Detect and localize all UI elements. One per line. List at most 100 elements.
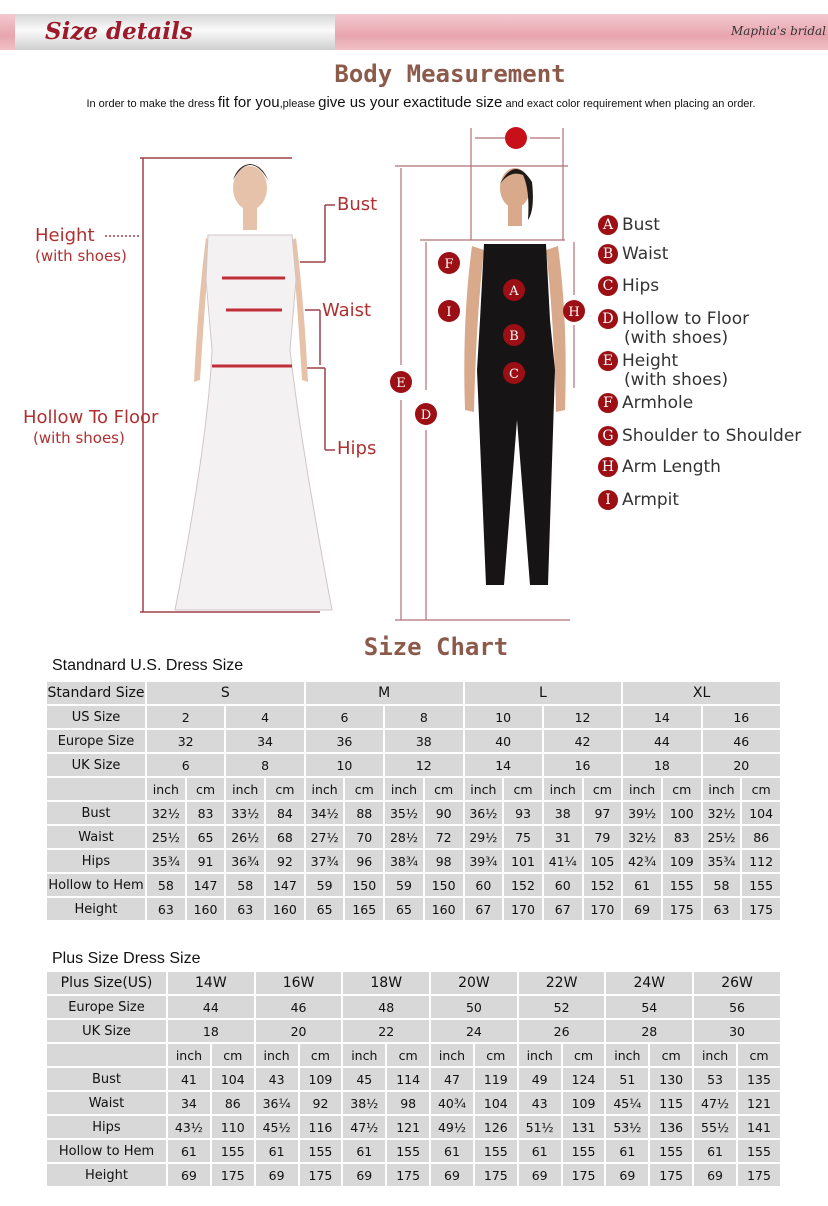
- header-row: Plus Size(US) 14W 16W 18W 20W 22W 24W 26W: [47, 972, 780, 994]
- value-cell: 155: [742, 874, 780, 896]
- row-label: Hollow to Hem: [47, 874, 145, 896]
- value-cell: 61: [694, 1140, 736, 1162]
- value-cell: 43½: [168, 1116, 210, 1138]
- value-cell: 175: [650, 1164, 693, 1186]
- value-cell: 115: [650, 1092, 693, 1114]
- value-cell: 105: [583, 850, 622, 872]
- value-cell: 69: [606, 1164, 649, 1186]
- brand-logo: Maphia's bridal: [730, 24, 826, 38]
- value-cell: 47½: [343, 1116, 386, 1138]
- size-cell: 16: [543, 754, 622, 776]
- size-cell: 44: [623, 730, 701, 752]
- size-cell: 22: [343, 1020, 430, 1042]
- body-measurement-title: Body Measurement: [334, 60, 566, 88]
- legend-marker-icon: C: [598, 276, 618, 296]
- unit-cm: cm: [504, 778, 542, 800]
- row-label: Hips: [47, 1116, 166, 1138]
- value-cell: 42¾: [623, 850, 661, 872]
- value-cell: 63: [226, 898, 265, 920]
- size-cell: 52: [518, 996, 605, 1018]
- size-row: Europe Size 44 46 48 50 52 54 56: [47, 996, 780, 1018]
- size-cell: 30: [694, 1020, 780, 1042]
- value-cell: 170: [504, 898, 542, 920]
- value-cell: 124: [562, 1068, 605, 1090]
- measurement-row: Hips 35¾ 91 36¾ 92 37¾ 96 38¾ 98 39¾ 101 41¼ 105 42¾ 1…: [47, 850, 780, 872]
- size-cell: 18: [168, 1020, 254, 1042]
- marker-b: B: [509, 329, 519, 344]
- value-cell: 155: [299, 1140, 342, 1162]
- intro-part: ,please: [279, 98, 319, 110]
- value-cell: 69: [168, 1164, 210, 1186]
- unit-inch: inch: [343, 1044, 386, 1066]
- value-cell: 47: [431, 1068, 473, 1090]
- value-cell: 61: [606, 1140, 649, 1162]
- value-cell: 49: [518, 1068, 561, 1090]
- header-row: Standard Size S M L XL: [47, 682, 780, 704]
- value-cell: 61: [168, 1140, 210, 1162]
- unit-inch: inch: [385, 778, 423, 800]
- measurement-row: Hollow to Hem 58 147 58 147 59 150 59 150 60 152 60…: [47, 874, 780, 896]
- unit-cm: cm: [345, 778, 384, 800]
- measurement-row: Height 69 175 69 175 69 175 69 175 69 175 69 175 69 17…: [47, 1164, 780, 1186]
- measurement-row: Height 63 160 63 160 65 165 65 160 67 170 67 170 69 17…: [47, 898, 780, 920]
- size-cell: 4: [226, 706, 304, 728]
- label-hollow-text: Hollow To Floor: [23, 407, 159, 428]
- size-row: UK Size 18 20 22 24 26 28 30: [47, 1020, 780, 1042]
- value-cell: 69: [255, 1164, 298, 1186]
- size-cell: 54: [606, 996, 693, 1018]
- value-cell: 58: [147, 874, 185, 896]
- value-cell: 69: [431, 1164, 473, 1186]
- row-label: Bust: [47, 1068, 166, 1090]
- value-cell: 170: [583, 898, 622, 920]
- value-cell: 109: [299, 1068, 342, 1090]
- size-cell: 26W: [694, 972, 780, 994]
- legend-item: F Armhole: [598, 393, 693, 413]
- value-cell: 65: [186, 826, 225, 848]
- unit-cm: cm: [299, 1044, 342, 1066]
- unit-cm: cm: [583, 778, 622, 800]
- plus-size-table: Plus Size(US) 14W 16W 18W 20W 22W 24W 26W Europe…: [45, 970, 782, 1188]
- value-cell: 160: [186, 898, 225, 920]
- legend-label: Height: [622, 351, 679, 371]
- value-cell: 68: [266, 826, 304, 848]
- size-cell: 10: [464, 706, 542, 728]
- value-cell: 175: [211, 1164, 254, 1186]
- legend-marker-icon: A: [598, 215, 618, 235]
- value-cell: 131: [562, 1116, 605, 1138]
- value-cell: 43: [518, 1092, 561, 1114]
- value-cell: 63: [702, 898, 741, 920]
- size-cell: 20W: [431, 972, 517, 994]
- value-cell: 60: [543, 874, 582, 896]
- size-cell: 26: [518, 1020, 605, 1042]
- size-cell: 8: [226, 754, 304, 776]
- size-cell: 46: [255, 996, 342, 1018]
- value-cell: 69: [518, 1164, 561, 1186]
- value-cell: 38: [543, 802, 582, 824]
- header-banner-tab: [15, 14, 335, 50]
- legend-item: A Bust: [598, 215, 660, 235]
- label-height: Height (with shoes): [35, 226, 127, 266]
- label-waist: Waist: [322, 300, 372, 321]
- size-chart-title: Size Chart: [363, 633, 509, 661]
- value-cell: 150: [345, 874, 384, 896]
- legend-label: Shoulder to Shoulder: [622, 426, 802, 446]
- value-cell: 35½: [385, 802, 423, 824]
- value-cell: 136: [650, 1116, 693, 1138]
- value-cell: 75: [504, 826, 542, 848]
- value-cell: 61: [623, 874, 661, 896]
- size-cell: 34: [226, 730, 304, 752]
- size-row: Europe Size 32 34 36 38 40 42 44 46: [47, 730, 780, 752]
- value-cell: 104: [474, 1092, 517, 1114]
- standard-size-table: Standard Size S M L XL US Size 2 4 6 8 10 12 14 16 Eur…: [45, 680, 782, 922]
- size-letter-cell: L: [464, 682, 622, 704]
- value-cell: 100: [662, 802, 701, 824]
- size-cell: 44: [168, 996, 254, 1018]
- header-label: Plus Size(US): [47, 972, 166, 994]
- value-cell: 45: [343, 1068, 386, 1090]
- size-letter-cell: XL: [623, 682, 780, 704]
- value-cell: 47½: [694, 1092, 736, 1114]
- unit-cm: cm: [662, 778, 701, 800]
- value-cell: 32½: [623, 826, 661, 848]
- intro-text: In order to make the dress fit for you,p…: [0, 94, 828, 111]
- value-cell: 39½: [623, 802, 661, 824]
